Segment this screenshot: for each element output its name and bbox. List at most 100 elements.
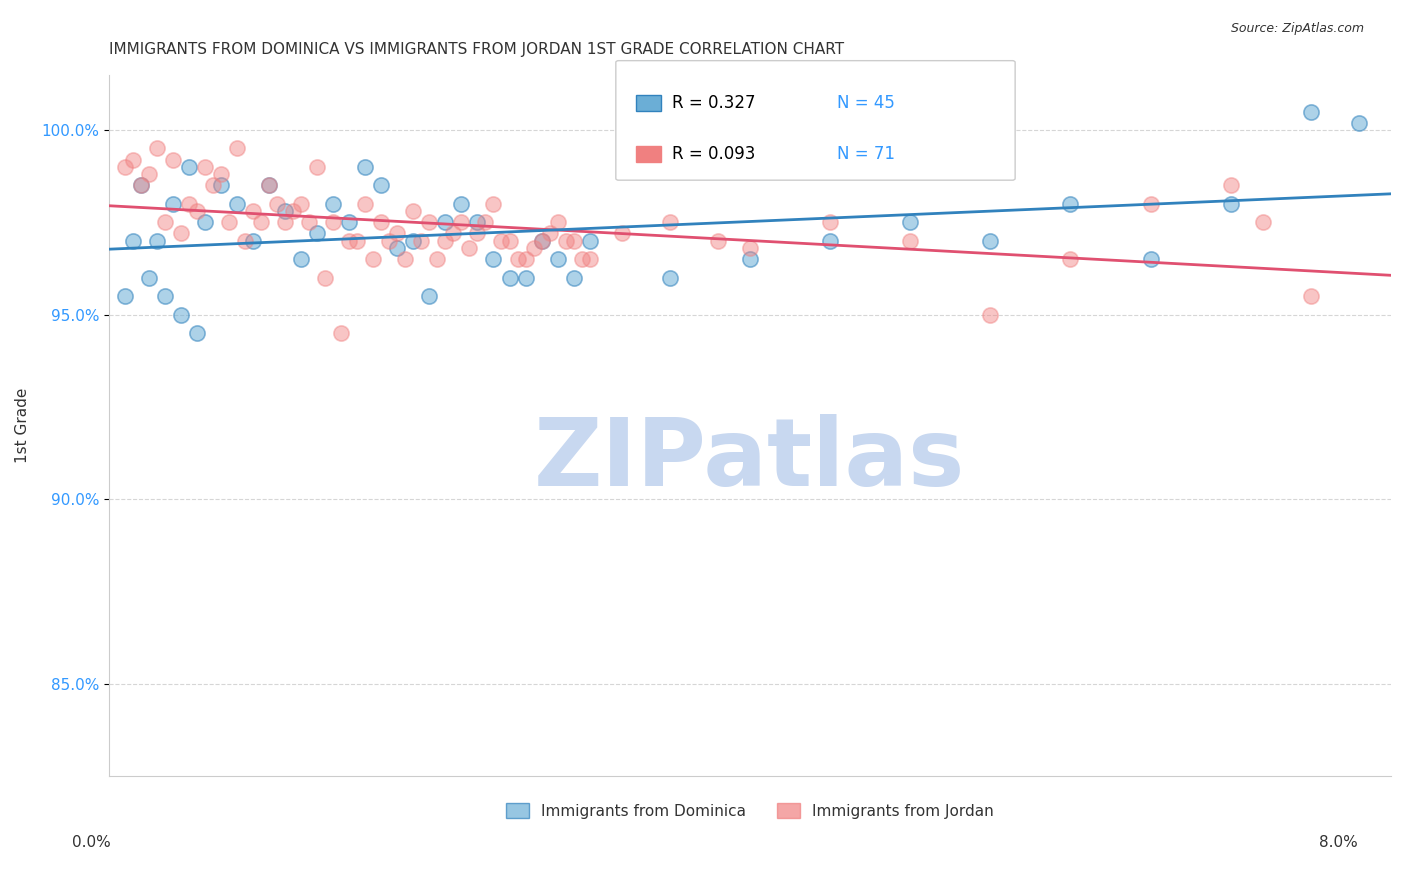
Immigrants from Jordan [194, 160, 217, 174]
Immigrants from Jordan [498, 234, 520, 248]
Immigrants from Jordan [491, 234, 513, 248]
Immigrants from Jordan [707, 234, 730, 248]
Legend: Immigrants from Dominica, Immigrants from Jordan: Immigrants from Dominica, Immigrants fro… [501, 797, 1000, 825]
Immigrants from Jordan [818, 215, 841, 229]
Immigrants from Jordan [418, 215, 440, 229]
Immigrants from Jordan [378, 234, 401, 248]
Immigrants from Jordan [233, 234, 256, 248]
Immigrants from Dominica [578, 234, 600, 248]
Immigrants from Jordan [426, 252, 449, 267]
Immigrants from Dominica [257, 178, 280, 193]
Immigrants from Jordan [658, 215, 681, 229]
Immigrants from Dominica [1299, 104, 1322, 119]
Immigrants from Dominica [122, 234, 145, 248]
Immigrants from Dominica [1219, 197, 1241, 211]
Text: 0.0%: 0.0% [72, 836, 111, 850]
Immigrants from Jordan [441, 227, 464, 241]
Immigrants from Jordan [530, 234, 553, 248]
Immigrants from Jordan [361, 252, 384, 267]
Immigrants from Jordan [250, 215, 273, 229]
Immigrants from Jordan [257, 178, 280, 193]
Immigrants from Dominica [387, 241, 409, 255]
Immigrants from Jordan [1251, 215, 1274, 229]
Immigrants from Dominica [129, 178, 152, 193]
Text: R = 0.327: R = 0.327 [672, 94, 755, 112]
Immigrants from Dominica [482, 252, 505, 267]
Immigrants from Jordan [330, 326, 353, 340]
Immigrants from Jordan [898, 234, 921, 248]
Immigrants from Jordan [370, 215, 392, 229]
Immigrants from Jordan [129, 178, 152, 193]
Immigrants from Dominica [818, 234, 841, 248]
Immigrants from Jordan [226, 141, 249, 155]
Immigrants from Jordan [571, 252, 593, 267]
Immigrants from Jordan [610, 227, 633, 241]
Immigrants from Dominica [402, 234, 425, 248]
Immigrants from Dominica [242, 234, 264, 248]
Immigrants from Dominica [498, 270, 520, 285]
Immigrants from Jordan [515, 252, 537, 267]
Immigrants from Jordan [162, 153, 184, 167]
Immigrants from Dominica [209, 178, 232, 193]
Immigrants from Dominica [153, 289, 176, 303]
Immigrants from Dominica [177, 160, 200, 174]
Immigrants from Dominica [898, 215, 921, 229]
Immigrants from Jordan [138, 167, 160, 181]
Immigrants from Dominica [370, 178, 392, 193]
Immigrants from Jordan [434, 234, 457, 248]
Immigrants from Jordan [218, 215, 240, 229]
Immigrants from Jordan [979, 308, 1001, 322]
Text: R = 0.093: R = 0.093 [672, 145, 755, 163]
Immigrants from Dominica [170, 308, 193, 322]
Immigrants from Jordan [354, 197, 377, 211]
Immigrants from Dominica [138, 270, 160, 285]
Immigrants from Jordan [578, 252, 600, 267]
Immigrants from Jordan [482, 197, 505, 211]
Immigrants from Jordan [281, 204, 304, 219]
Immigrants from Jordan [411, 234, 433, 248]
Immigrants from Jordan [314, 270, 336, 285]
Immigrants from Dominica [467, 215, 489, 229]
Immigrants from Dominica [226, 197, 249, 211]
Immigrants from Jordan [1059, 252, 1081, 267]
Immigrants from Dominica [979, 234, 1001, 248]
Immigrants from Dominica [290, 252, 312, 267]
Immigrants from Jordan [458, 241, 481, 255]
Text: 8.0%: 8.0% [1319, 836, 1358, 850]
Immigrants from Jordan [522, 241, 544, 255]
Y-axis label: 1st Grade: 1st Grade [15, 388, 30, 463]
Immigrants from Jordan [114, 160, 136, 174]
Immigrants from Dominica [186, 326, 208, 340]
Immigrants from Dominica [337, 215, 360, 229]
Immigrants from Jordan [554, 234, 576, 248]
Immigrants from Dominica [194, 215, 217, 229]
Immigrants from Jordan [1139, 197, 1161, 211]
Immigrants from Dominica [1348, 115, 1371, 129]
Text: Source: ZipAtlas.com: Source: ZipAtlas.com [1230, 22, 1364, 36]
Immigrants from Jordan [146, 141, 169, 155]
Immigrants from Jordan [346, 234, 368, 248]
Immigrants from Jordan [202, 178, 225, 193]
Immigrants from Jordan [322, 215, 344, 229]
Text: ZIPatlas: ZIPatlas [534, 415, 966, 507]
Immigrants from Dominica [530, 234, 553, 248]
Immigrants from Jordan [242, 204, 264, 219]
Immigrants from Dominica [562, 270, 585, 285]
Immigrants from Jordan [547, 215, 569, 229]
Immigrants from Dominica [515, 270, 537, 285]
Immigrants from Jordan [1299, 289, 1322, 303]
Immigrants from Jordan [266, 197, 288, 211]
Immigrants from Jordan [387, 227, 409, 241]
Immigrants from Jordan [290, 197, 312, 211]
Immigrants from Dominica [354, 160, 377, 174]
Immigrants from Jordan [738, 241, 761, 255]
Immigrants from Dominica [146, 234, 169, 248]
Immigrants from Dominica [434, 215, 457, 229]
Immigrants from Dominica [162, 197, 184, 211]
Immigrants from Jordan [153, 215, 176, 229]
Immigrants from Jordan [337, 234, 360, 248]
Immigrants from Dominica [274, 204, 297, 219]
Immigrants from Dominica [1059, 197, 1081, 211]
Immigrants from Dominica [658, 270, 681, 285]
Immigrants from Jordan [506, 252, 529, 267]
